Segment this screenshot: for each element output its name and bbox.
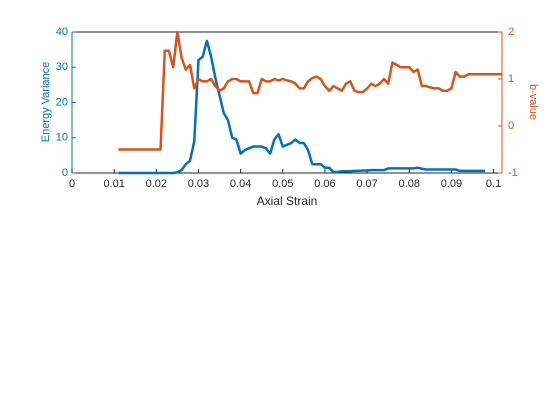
y2-tick-label: 1	[508, 73, 514, 85]
y-tick-label: 20	[56, 96, 68, 108]
x-axis-label: Axial Strain	[257, 194, 318, 208]
data-line	[118, 39, 486, 175]
x-tick-label: 0.1	[486, 178, 501, 190]
y-tick-label: 0	[62, 167, 68, 179]
x-tick-label: 0.03	[188, 178, 209, 190]
y-tick-label: 40	[56, 26, 68, 38]
x-tick-label: 0.08	[399, 178, 420, 190]
x-tick-label: 0.01	[103, 178, 124, 190]
y2-tick-label: 2	[508, 26, 514, 38]
data-line	[118, 30, 502, 151]
y2-tick-label: -1	[508, 167, 518, 179]
x-tick-label: 0	[69, 178, 75, 190]
y2-axis-label: b-value	[527, 84, 539, 120]
x-tick-label: 0.09	[441, 178, 462, 190]
y-tick-label: 30	[56, 61, 68, 73]
y-tick-label: 10	[56, 132, 68, 144]
y2-tick-label: 0	[508, 120, 514, 132]
x-tick-label: 0.07	[356, 178, 377, 190]
x-tick-label: 0.04	[230, 178, 251, 190]
x-tick-label: 0.06	[314, 178, 335, 190]
x-tick-label: 0.02	[146, 178, 167, 190]
y-axis-label: Energy Variance	[40, 62, 52, 143]
x-tick-label: 0.05	[272, 178, 293, 190]
